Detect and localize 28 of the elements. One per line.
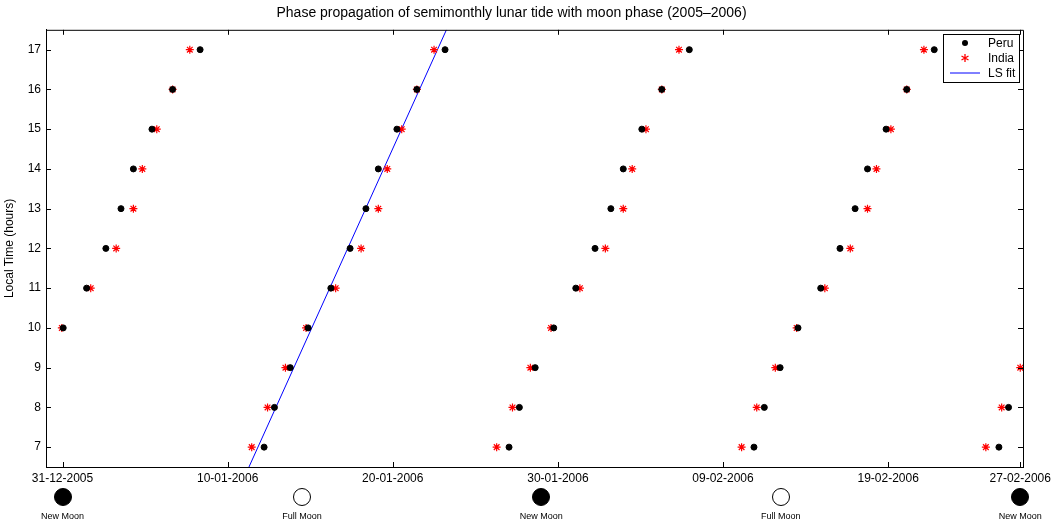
y-tick-label: 16 <box>27 81 42 96</box>
x-tick-label: 30-01-2006 <box>527 470 589 485</box>
y-tick-label: 15 <box>27 121 42 136</box>
legend-label: LS fit <box>988 66 1016 81</box>
text: New Moon <box>40 511 85 521</box>
y-tick-label: 14 <box>27 161 42 176</box>
y-axis-title: Local Time (hours) <box>1 198 16 299</box>
y-tick-label: 9 <box>34 359 42 374</box>
text: Full Moon <box>282 511 322 521</box>
text: New Moon <box>998 511 1042 521</box>
y-tick-label: 17 <box>27 41 42 56</box>
y-tick-label: 8 <box>34 399 42 414</box>
chart-title: Phase propagation of semimonthly lunar tide with moon phase (2005–2006) <box>276 4 747 21</box>
x-tick-label: 27-02-2006 <box>989 470 1052 485</box>
y-tick-label: 10 <box>27 320 42 335</box>
y-tick-label: 13 <box>27 200 42 215</box>
text: Full Moon <box>761 511 801 521</box>
x-tick-label: 09-02-2006 <box>692 470 755 485</box>
y-tick-label: 7 <box>34 439 42 454</box>
y-tick-label: 12 <box>27 240 42 255</box>
text: New Moon <box>519 511 563 521</box>
y-tick-label: 11 <box>28 280 42 295</box>
legend-label: India <box>988 51 1015 66</box>
x-tick-label: 19-02-2006 <box>857 470 920 485</box>
x-tick-label: 10-01-2006 <box>196 470 259 485</box>
legend-label: Peru <box>988 36 1014 51</box>
x-tick-label: 31-12-2005 <box>31 470 94 485</box>
x-tick-label: 20-01-2006 <box>362 470 424 485</box>
